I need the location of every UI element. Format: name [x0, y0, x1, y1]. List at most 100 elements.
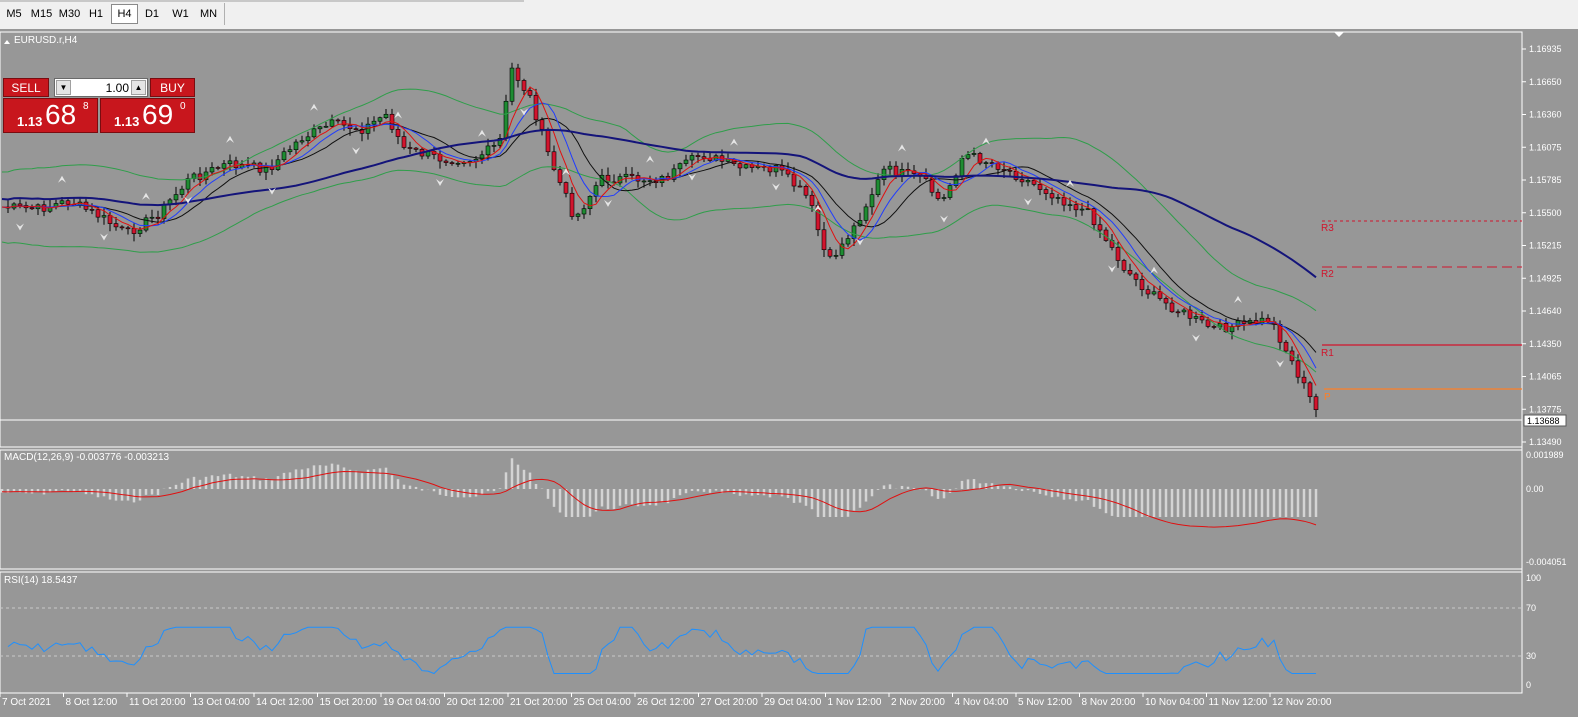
time-axis-label: 20 Oct 12:00	[447, 697, 505, 708]
one-click-trading-panel: SELL ▼ ▲ BUY 1.13 68 8 1.13 69 0	[3, 78, 195, 134]
candle-body	[953, 175, 959, 186]
fractal-down-arrow-icon	[1192, 334, 1200, 342]
fractal-up-arrow-icon	[394, 111, 402, 119]
timeframe-h1-button[interactable]: H1	[88, 8, 104, 20]
candle-body	[1145, 289, 1151, 295]
fractal-down-arrow-icon	[772, 183, 780, 191]
macd-signal-line	[1, 470, 1317, 528]
candle-body	[491, 145, 497, 147]
candle-body	[413, 147, 419, 150]
candle-body	[737, 163, 743, 169]
timeframe-w1-button[interactable]: W1	[172, 8, 189, 20]
candle-body	[839, 243, 845, 256]
timeframe-h4-button[interactable]: H4	[111, 4, 138, 24]
candle-body	[1193, 316, 1199, 319]
candle-body	[497, 138, 503, 146]
buy-price-pips: 69	[142, 99, 174, 130]
sell-button[interactable]: SELL	[3, 78, 49, 97]
candle-body	[947, 185, 953, 198]
candle-body	[557, 169, 563, 183]
candle-body	[1199, 316, 1205, 321]
candle-body	[989, 162, 995, 164]
chart-window[interactable]: 1.16935 1.16650 1.16360 1.16075 1.15785 1.155…	[0, 29, 1578, 717]
fractal-down-arrow-icon	[940, 215, 948, 223]
timeframe-m5-button[interactable]: M5	[6, 8, 22, 20]
chart-canvas[interactable]: 1.16935 1.16650 1.16360 1.16075 1.15785 1.155…	[0, 29, 1578, 717]
fractal-down-arrow-icon	[520, 108, 528, 116]
fractal-down-arrow-icon	[1024, 198, 1032, 206]
candle-body	[1121, 260, 1127, 271]
time-axis-label: 21 Oct 20:00	[510, 697, 568, 708]
timeframe-mn-button[interactable]: MN	[199, 8, 218, 20]
candle-body	[149, 216, 155, 219]
buy-button[interactable]: BUY	[150, 78, 195, 97]
candle-body	[1013, 170, 1019, 180]
candle-body	[833, 255, 839, 257]
price-axis-label: 1.16075	[1529, 142, 1562, 152]
candle-body	[509, 67, 515, 102]
candle-body	[65, 200, 71, 205]
candle-body	[1139, 279, 1145, 290]
candle-body	[443, 160, 449, 163]
time-axis-label: 19 Oct 04:00	[383, 697, 441, 708]
candle-body	[209, 167, 215, 173]
time-axis-label: 14 Oct 12:00	[256, 697, 314, 708]
time-axis-label: 10 Nov 04:00	[1145, 697, 1205, 708]
candle-body	[845, 238, 851, 245]
price-axis-label: 1.14640	[1529, 306, 1562, 316]
bollinger-lower-line	[1, 166, 1317, 373]
candle-body	[1313, 396, 1319, 410]
fractal-up-arrow-icon	[1150, 266, 1158, 274]
candle-body	[521, 80, 527, 91]
fractal-up-arrow-icon	[1066, 179, 1074, 187]
lot-increase-arrow-icon[interactable]: ▲	[131, 80, 146, 95]
bollinger-upper-line	[1, 88, 1317, 312]
collapse-arrow-icon[interactable]	[4, 40, 10, 44]
lot-decrease-arrow-icon[interactable]: ▼	[56, 80, 71, 95]
fractal-up-arrow-icon	[982, 137, 990, 145]
timeframe-d1-button[interactable]: D1	[144, 8, 160, 20]
candle-body	[305, 136, 311, 142]
fractal-up-arrow-icon	[814, 204, 822, 212]
timeframe-m15-button[interactable]: M15	[30, 8, 53, 20]
candle-body	[287, 149, 293, 153]
candle-body	[101, 215, 107, 218]
main-price-panel	[0, 31, 1523, 448]
time-axis-label: 11 Nov 12:00	[1209, 697, 1268, 708]
rsi-axis-label: 70	[1526, 603, 1536, 613]
macd-panel	[0, 449, 1523, 570]
rsi-label: RSI(14) 18.5437	[4, 575, 78, 586]
sell-price-button[interactable]: 1.13 68 8	[3, 98, 98, 133]
current-price-box	[1523, 414, 1567, 427]
fractal-up-arrow-icon	[226, 135, 234, 143]
candle-body	[95, 209, 101, 218]
candle-body	[821, 229, 827, 251]
fractal-up-arrow-icon	[562, 168, 570, 176]
candle-body	[803, 186, 809, 196]
candle-body	[125, 227, 131, 230]
candle-body	[407, 147, 413, 149]
timeframe-m30-button[interactable]: M30	[58, 8, 81, 20]
candle-body	[1187, 309, 1193, 319]
candle-body	[569, 192, 575, 217]
axis-labels-layer: 1.16935 1.16650 1.16360 1.16075 1.15785 1.155…	[0, 44, 1567, 708]
candle-body	[485, 145, 491, 156]
candle-body	[941, 197, 947, 199]
candle-body	[1151, 291, 1157, 295]
time-axis-label: 26 Oct 12:00	[637, 697, 695, 708]
candle-body	[215, 167, 221, 169]
candle-body	[179, 188, 185, 195]
lot-size-input[interactable]	[73, 80, 129, 95]
candle-body	[887, 165, 893, 170]
sell-price-fraction: 8	[83, 101, 89, 112]
pivot-r3-label: R3	[1321, 223, 1334, 234]
pivot-p-label: P	[1324, 392, 1331, 403]
time-axis-label: 12 Nov 20:00	[1272, 697, 1332, 708]
buy-price-button[interactable]: 1.13 69 0	[100, 98, 195, 133]
chart-shift-marker-icon[interactable]	[1334, 32, 1344, 37]
candle-body	[1091, 208, 1097, 226]
sell-price-prefix: 1.13	[17, 114, 43, 129]
time-axis-label: 15 Oct 20:00	[320, 697, 378, 708]
candle-body	[701, 156, 707, 159]
candle-body	[773, 165, 779, 173]
